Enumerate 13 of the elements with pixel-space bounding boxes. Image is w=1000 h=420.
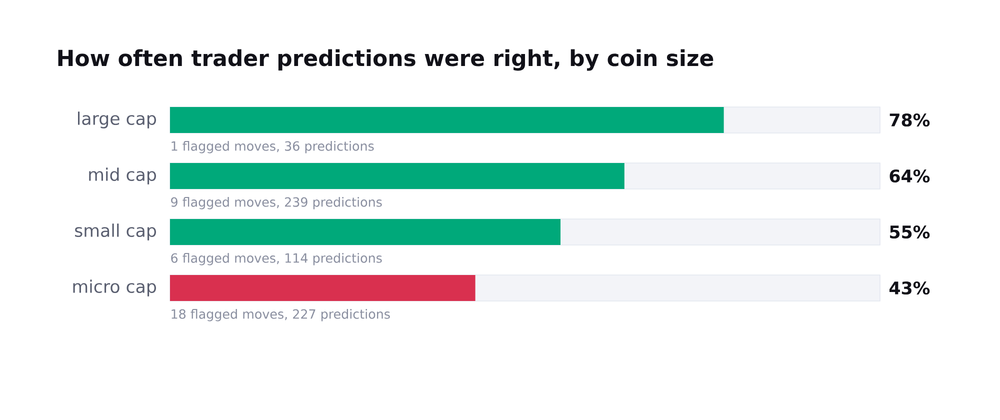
data-label: 43%	[889, 281, 930, 295]
annotation: 9 flagged moves, 239 predictions	[171, 197, 382, 210]
annotation: 1 flagged moves, 36 predictions	[172, 141, 374, 154]
chart-title: How often trader predictions were right, by coin size	[58, 49, 714, 71]
y-tick-label: small cap	[75, 224, 156, 240]
annotation: 6 flagged moves, 114 predictions	[171, 253, 382, 266]
annotation: 18 flagged moves, 227 predictions	[172, 309, 390, 322]
data-label: 64%	[890, 169, 930, 183]
y-tick-label: mid cap	[89, 168, 156, 184]
y-tick-label: large cap	[78, 112, 156, 128]
data-label: 78%	[890, 113, 930, 127]
data-label: 55%	[890, 225, 930, 239]
y-tick-label: micro cap	[73, 280, 156, 296]
